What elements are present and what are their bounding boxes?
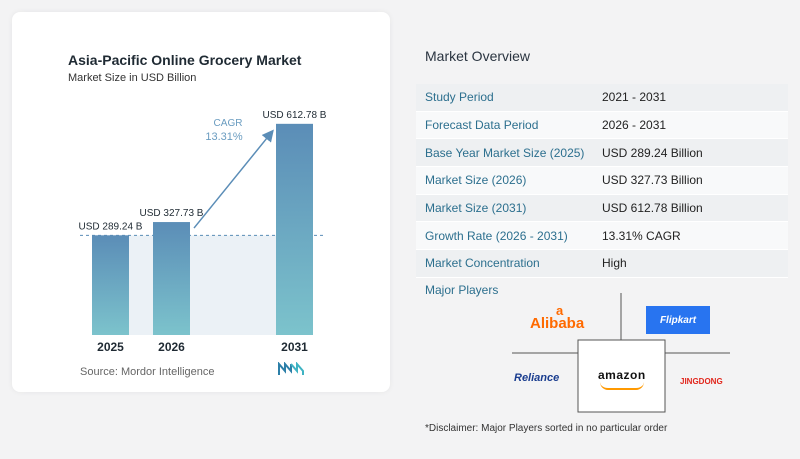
cagr-value: 13.31% (205, 131, 243, 143)
bar (92, 235, 129, 335)
overview-key: Growth Rate (2026 - 2031) (416, 221, 593, 251)
market-overview-title: Market Overview (425, 48, 531, 64)
major-players-title: Major Players (425, 283, 499, 297)
overview-value: 2021 - 2031 (593, 84, 788, 112)
alibaba-logo: Alibaba (530, 315, 585, 332)
overview-value: USD 327.73 Billion (593, 166, 788, 195)
jingdong-logo: JINGDONG (680, 377, 723, 386)
alibaba-logo-icon: a (556, 303, 564, 318)
x-tick-label: 2026 (158, 340, 185, 354)
overview-value: USD 289.24 Billion (593, 138, 788, 168)
cagr-arrow (193, 129, 274, 229)
overview-value: High (593, 249, 788, 278)
mordor-intelligence-logo-icon (278, 362, 304, 375)
market-overview-table: Study Period 2021 - 2031 Forecast Data Per… (416, 84, 788, 278)
bar (153, 222, 190, 335)
source-text: Source: Mordor Intelligence (80, 366, 215, 378)
overview-key: Market Size (2031) (416, 194, 593, 223)
bar (276, 123, 313, 335)
amazon-logo: amazon (598, 368, 646, 382)
amazon-smile-icon (600, 382, 644, 390)
overview-row: Forecast Data Period 2026 - 2031 (416, 111, 788, 140)
overview-row: Market Size (2031) USD 612.78 Billion (416, 194, 788, 223)
overview-row: Study Period 2021 - 2031 (416, 84, 788, 112)
bar-value-label: USD 289.24 B (79, 221, 143, 232)
overview-value: USD 612.78 Billion (593, 194, 788, 223)
flipkart-logo: Flipkart (646, 306, 710, 334)
x-tick-label: 2031 (281, 340, 308, 354)
reliance-logo: Reliance (514, 372, 560, 384)
chart-subtitle: Market Size in USD Billion (68, 72, 197, 84)
overview-key: Study Period (416, 84, 593, 112)
bar-chart: USD 289.24 B 2025 USD 327.73 B 2026 USD 612.… (79, 110, 327, 354)
bar-value-label: USD 612.78 B (263, 110, 327, 121)
overview-row: Growth Rate (2026 - 2031) 13.31% CAGR (416, 221, 788, 251)
overview-row: Market Size (2026) USD 327.73 Billion (416, 166, 788, 195)
chart-title: Asia-Pacific Online Grocery Market (68, 52, 302, 68)
bar-value-label: USD 327.73 B (140, 208, 204, 219)
overview-value: 13.31% CAGR (593, 221, 788, 251)
cagr-label: CAGR (214, 118, 243, 129)
overview-key: Forecast Data Period (416, 111, 593, 140)
overview-row: Market Concentration High (416, 249, 788, 278)
overview-key: Market Concentration (416, 249, 593, 278)
overview-key: Market Size (2026) (416, 166, 593, 195)
x-tick-label: 2025 (97, 340, 124, 354)
overview-value: 2026 - 2031 (593, 111, 788, 140)
disclaimer-text: *Disclaimer: Major Players sorted in no … (425, 423, 668, 434)
overview-row: Base Year Market Size (2025) USD 289.24 B… (416, 138, 788, 168)
overview-key: Base Year Market Size (2025) (416, 138, 593, 168)
